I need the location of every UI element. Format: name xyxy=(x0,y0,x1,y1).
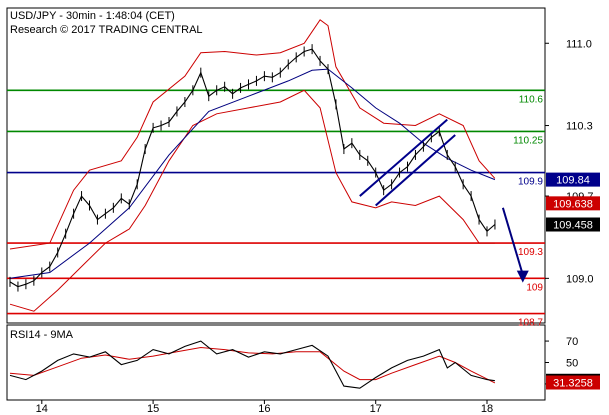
bollinger-bands xyxy=(9,19,496,312)
forecast-arrow-group xyxy=(501,207,529,283)
level-label-3: 109.3 xyxy=(518,247,543,258)
rsi-badge-label-1: 31.3258 xyxy=(553,378,593,390)
x-axis: 14 15 16 17 18 xyxy=(36,400,493,415)
horizontal-levels: 110.6 110.25 109.9 109.3 109 108.7 xyxy=(7,89,545,329)
x-tick-label-0: 14 xyxy=(36,403,48,415)
price-badge-label-2: 109.458 xyxy=(553,220,593,232)
research-credit: Research © 2017 TRADING CENTRAL xyxy=(10,24,203,36)
price-line xyxy=(9,48,496,288)
rsi-badge-bg-1 xyxy=(546,375,600,390)
rsi-title: RSI14 - 9MA xyxy=(10,329,74,341)
rsi-panel-frame xyxy=(6,324,546,401)
price-badge-label-1: 109.638 xyxy=(553,198,593,210)
price-tick-label-0: 111.0 xyxy=(566,38,592,50)
price-badge-bg-2 xyxy=(546,217,600,232)
price-badge-bg-1 xyxy=(546,196,600,211)
x-tick-label-4: 18 xyxy=(481,403,493,415)
channel-group xyxy=(359,118,456,207)
level-label-5: 108.7 xyxy=(518,318,543,329)
moving-average-group xyxy=(9,68,496,279)
price-tick-label-1: 110.3 xyxy=(566,121,593,133)
price-badge-bg-0 xyxy=(546,172,600,187)
level-label-0: 110.6 xyxy=(519,94,544,105)
channel-line-1 xyxy=(375,134,456,207)
channel-line-0 xyxy=(359,118,448,197)
price-badge-label-0: 109.84 xyxy=(556,175,590,187)
price-tick-label-3: 109.0 xyxy=(566,273,594,285)
rsi-ma-line xyxy=(9,346,496,384)
level-label-4: 109 xyxy=(526,282,543,293)
price-group xyxy=(9,44,496,292)
price-panel-frame xyxy=(6,7,546,324)
forecast-arrow-line xyxy=(501,207,524,275)
rsi-line xyxy=(9,340,495,389)
rsi-tick-label-1: 50 xyxy=(566,358,578,370)
price-badges: 109.84 109.638 109.458 xyxy=(546,172,600,232)
rsi-y-axis: 70503032.941731.3258 xyxy=(545,336,600,391)
moving-average-line xyxy=(9,68,496,279)
forecast-arrow-head xyxy=(516,270,529,283)
level-label-1: 110.25 xyxy=(513,135,543,146)
bollinger-upper-line xyxy=(9,19,496,250)
x-tick-label-1: 15 xyxy=(147,403,159,415)
bollinger-lower-line xyxy=(9,89,495,312)
level-label-2: 109.9 xyxy=(518,177,543,188)
x-tick-label-3: 17 xyxy=(370,403,382,415)
rsi-group xyxy=(9,340,496,389)
x-tick-label-2: 16 xyxy=(258,403,270,415)
chart-title: USD/JPY - 30min - 1:48:04 (CET) xyxy=(10,10,175,22)
rsi-tick-label-0: 70 xyxy=(566,336,578,348)
